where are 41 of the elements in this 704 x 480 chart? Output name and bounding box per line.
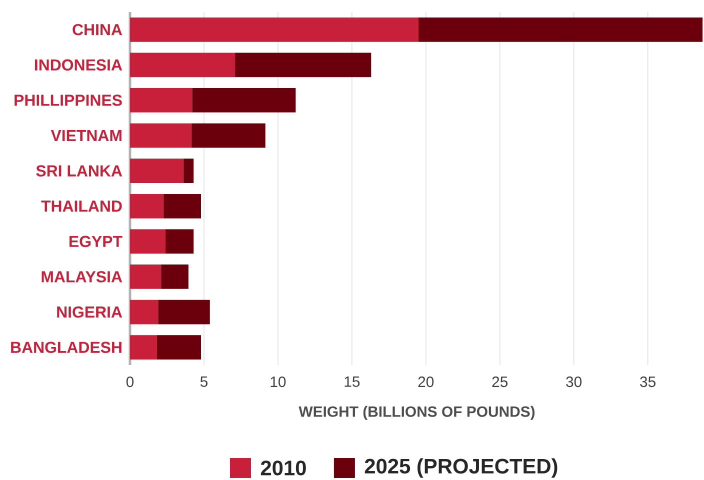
- bar: [130, 264, 162, 289]
- bar: [130, 123, 192, 148]
- x-tick-label: 20: [418, 376, 434, 388]
- x-tick-label: 15: [344, 376, 360, 387]
- bar: [166, 229, 194, 254]
- y-tick-label: THAILAND: [41, 200, 122, 212]
- bar: [130, 335, 157, 360]
- x-tick-label: 30: [566, 376, 582, 388]
- legend-label: 2025 (PROJECTED): [364, 458, 558, 478]
- y-tick-label: MALAYSIA: [42, 271, 122, 282]
- y-tick-label: BANGLADESH: [11, 342, 122, 353]
- bar: [130, 158, 184, 184]
- bar: [183, 158, 194, 184]
- y-tick-label: INDONESIA: [34, 59, 122, 71]
- bar: [130, 300, 158, 324]
- x-tick-label: 25: [492, 376, 508, 388]
- y-tick-label: EGYPT: [70, 236, 122, 248]
- bar: [130, 17, 418, 42]
- bar: [161, 264, 188, 289]
- y-tick-label: SRI LANKA: [36, 165, 122, 176]
- x-tick-label: 5: [200, 376, 208, 387]
- bar: [191, 123, 266, 148]
- y-tick-label: VIETNAM: [50, 130, 122, 142]
- bar: [192, 88, 296, 112]
- bar: [163, 194, 202, 218]
- x-axis-title: WEIGHT (BILLIONS OF POUNDS): [298, 406, 535, 420]
- x-tick-label: 10: [270, 376, 286, 388]
- x-tick-label: 0: [126, 376, 134, 388]
- bar: [130, 88, 192, 112]
- bar: [130, 52, 236, 78]
- bar: [158, 300, 210, 324]
- bar: [130, 194, 164, 218]
- bar: [156, 335, 202, 360]
- x-tick-label: 35: [640, 376, 656, 388]
- bar: [235, 52, 372, 78]
- bar: [130, 229, 166, 254]
- y-tick-label: CHINA: [72, 24, 122, 36]
- y-tick-label: NIGERIA: [57, 306, 122, 318]
- bar: [418, 17, 703, 42]
- legend-label: 2010: [260, 460, 306, 476]
- y-tick-label: PHILLIPPINES: [14, 94, 122, 106]
